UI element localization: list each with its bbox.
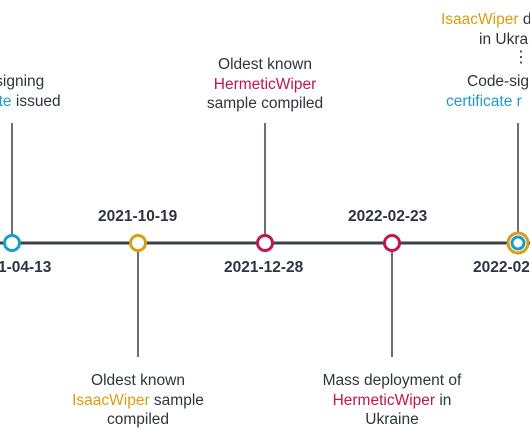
marker-e4 — [383, 234, 401, 252]
event-ellipsis-e5: ⋮ — [513, 49, 529, 66]
e4-line3: Ukraine — [365, 411, 419, 428]
marker-e1 — [3, 234, 21, 252]
e5-line1: Code-sig — [467, 73, 530, 90]
e2-line1: Oldest known — [91, 372, 185, 389]
e2-line2: IsaacWiper sample — [48, 391, 228, 411]
event-label-e5: Code-sig certificate r — [446, 72, 529, 111]
e4-line2: HermeticWiper in — [292, 391, 492, 411]
e3-accent: HermeticWiper — [213, 75, 317, 93]
event-label-e2: Oldest known IsaacWiper sample compiled — [48, 371, 228, 430]
e1-line1: -signing — [0, 73, 45, 90]
e1-accent: ate — [0, 92, 12, 110]
e3-line1: Oldest known — [218, 56, 312, 73]
e3-line2: HermeticWiper — [175, 75, 355, 95]
marker-e2 — [129, 234, 147, 252]
e5-accent: certificate r — [446, 92, 522, 110]
event-label-e3: Oldest known HermeticWiper sample compil… — [175, 55, 355, 114]
e2-line3: compiled — [106, 411, 170, 428]
e2-accent: IsaacWiper — [72, 391, 150, 409]
e2-tail: sample — [149, 391, 204, 409]
e5-top-tail: d — [522, 11, 530, 28]
e1-tail: issued — [11, 92, 61, 110]
event-date-e5: 2022-02 — [473, 259, 530, 276]
e5-top-accent: IsaacWiper — [441, 11, 519, 28]
marker-e5-inner — [510, 235, 526, 251]
event-date-e3: 2021-12-28 — [224, 259, 304, 276]
e5-line2: certificate r — [446, 92, 529, 112]
marker-e3 — [256, 234, 274, 252]
event-date-e4: 2022-02-23 — [348, 208, 428, 225]
event-label-e1: -signing ate issued — [0, 72, 61, 111]
e3-line3: sample compiled — [206, 95, 324, 112]
e5-top-line1: IsaacWiper d — [441, 10, 530, 30]
e4-tail: in — [435, 391, 452, 409]
event-date-e1: 1-04-13 — [0, 259, 52, 276]
e4-line1: Mass deployment of — [322, 372, 462, 389]
e1-line2: ate issued — [0, 92, 61, 112]
event-label-e4: Mass deployment of HermeticWiper in Ukra… — [292, 371, 492, 430]
e5-top-line2: in Ukra — [479, 30, 529, 48]
event-date-e2: 2021-10-19 — [98, 208, 178, 225]
e4-accent: HermeticWiper — [332, 391, 436, 409]
event-top-label-e5: IsaacWiper d in Ukra — [441, 10, 530, 49]
